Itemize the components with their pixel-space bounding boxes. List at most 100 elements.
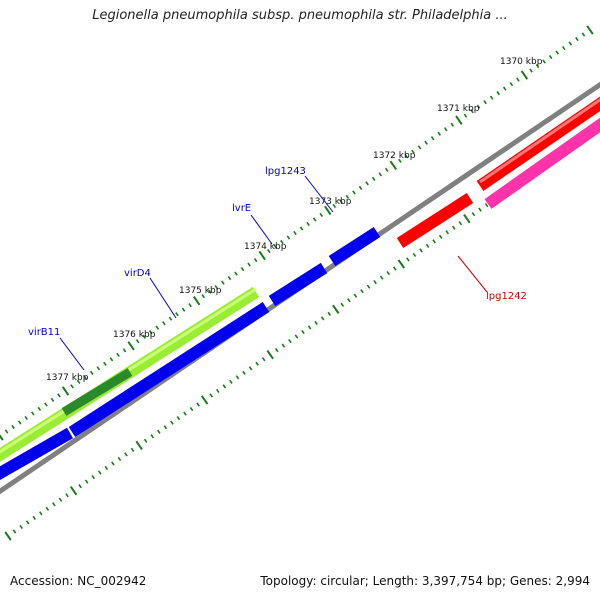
- tick-mark: [371, 176, 376, 181]
- tick-mark: [130, 447, 135, 452]
- gene-label-lpg1243[interactable]: lpg1243: [265, 166, 306, 177]
- tick-mark: [104, 465, 109, 471]
- tick-mark: [240, 266, 245, 272]
- tick-mark: [312, 217, 317, 222]
- tick-mark: [314, 320, 318, 326]
- tick-mark: [425, 243, 430, 248]
- tick-mark: [384, 167, 389, 172]
- tick-mark: [327, 311, 332, 316]
- kbp-label-1370: 1370 kbp: [500, 57, 543, 67]
- tick-mark: [127, 341, 135, 351]
- tick-mark: [111, 461, 115, 466]
- tick-mark: [4, 429, 9, 434]
- kbp-label-1371: 1371 kbp: [437, 104, 480, 114]
- tick-mark: [44, 402, 48, 407]
- tick-mark: [156, 429, 161, 434]
- leader-lvrE: [250, 214, 273, 245]
- tick-mark: [437, 131, 442, 136]
- kbp-label-1376: 1376 kbp: [113, 330, 156, 340]
- blue-gene-4[interactable]: [328, 226, 381, 267]
- tick-mark: [155, 325, 160, 330]
- tick-mark: [301, 329, 305, 335]
- pink-feature[interactable]: [484, 117, 600, 209]
- tick-mark: [389, 160, 397, 171]
- tick-mark: [83, 375, 88, 380]
- tick-mark: [135, 440, 143, 451]
- tick-mark: [411, 149, 415, 154]
- tick-mark: [273, 244, 278, 249]
- tick-mark: [353, 293, 358, 298]
- tick-mark: [520, 70, 529, 80]
- tick-mark: [358, 185, 363, 190]
- tick-mark: [281, 343, 286, 348]
- tick-mark: [135, 339, 140, 344]
- tick-mark: [117, 456, 122, 462]
- tick-mark: [529, 68, 533, 73]
- red-gene-2[interactable]: [476, 96, 600, 191]
- gene-label-virB11[interactable]: virB11: [28, 327, 60, 338]
- tick-mark: [19, 524, 23, 530]
- kbp-labels: 1370 kbp 1371 kbp 1372 kbp 1373 kbp 1374…: [46, 57, 543, 383]
- tick-mark: [476, 104, 481, 109]
- gene-label-lpg1242[interactable]: lpg1242: [486, 291, 527, 302]
- tick-mark: [258, 250, 266, 261]
- blue-gene-2[interactable]: [68, 301, 270, 438]
- red-gene-lpg1242[interactable]: [396, 192, 474, 249]
- tick-mark: [188, 303, 192, 308]
- tick-mark: [451, 225, 456, 230]
- tick-mark: [61, 386, 70, 396]
- tick-mark: [345, 194, 350, 200]
- tick-mark: [45, 506, 50, 511]
- tick-mark: [288, 338, 292, 344]
- tick-mark: [183, 411, 187, 416]
- kbp-label-1373: 1373 kbp: [309, 197, 352, 207]
- leader-lpg1242: [457, 255, 488, 293]
- gene-label-virD4[interactable]: virD4: [124, 268, 151, 279]
- tick-mark: [162, 321, 166, 326]
- tick-mark: [424, 140, 428, 145]
- tick-mark: [443, 127, 448, 132]
- tick-mark: [4, 531, 12, 541]
- tick-mark: [319, 212, 324, 218]
- tick-mark: [261, 357, 266, 362]
- tick-mark: [360, 289, 364, 294]
- tick-mark: [193, 295, 201, 306]
- tick-mark: [57, 393, 61, 398]
- tick-mark: [347, 298, 351, 303]
- gene-label-lvrE[interactable]: lvrE: [232, 203, 251, 214]
- tick-mark: [76, 379, 81, 384]
- tick-mark: [242, 370, 246, 375]
- tick-mark: [352, 190, 356, 195]
- tick-mark: [432, 239, 436, 244]
- tick-mark: [445, 230, 450, 235]
- tick-mark: [575, 36, 579, 42]
- leader-virB11: [59, 337, 85, 371]
- tick-mark: [365, 181, 369, 186]
- tick-mark: [294, 334, 299, 339]
- tick-mark: [148, 330, 153, 335]
- tick-mark: [196, 402, 200, 407]
- upper-tick-track: [0, 25, 594, 441]
- tick-mark: [373, 280, 377, 285]
- tick-mark: [398, 158, 402, 163]
- kbp-label-1377: 1377 kbp: [46, 373, 89, 383]
- tick-mark: [168, 316, 173, 321]
- accession-text: Accession: NC_002942: [10, 574, 147, 588]
- blue-gene-1[interactable]: [0, 427, 73, 481]
- tick-mark: [340, 302, 345, 307]
- tick-mark: [221, 280, 225, 285]
- tick-mark: [450, 122, 455, 127]
- tick-mark: [293, 230, 297, 236]
- tick-mark: [201, 395, 209, 405]
- tick-mark: [386, 270, 391, 276]
- tick-mark: [122, 348, 127, 353]
- tick-mark: [438, 234, 443, 239]
- dark-green-feature[interactable]: [61, 368, 133, 416]
- tick-mark: [307, 325, 312, 330]
- tick-mark: [561, 45, 566, 51]
- tick-mark: [70, 384, 74, 389]
- tick-mark: [548, 54, 553, 60]
- blue-gene-3[interactable]: [268, 262, 328, 307]
- tick-mark: [143, 438, 148, 443]
